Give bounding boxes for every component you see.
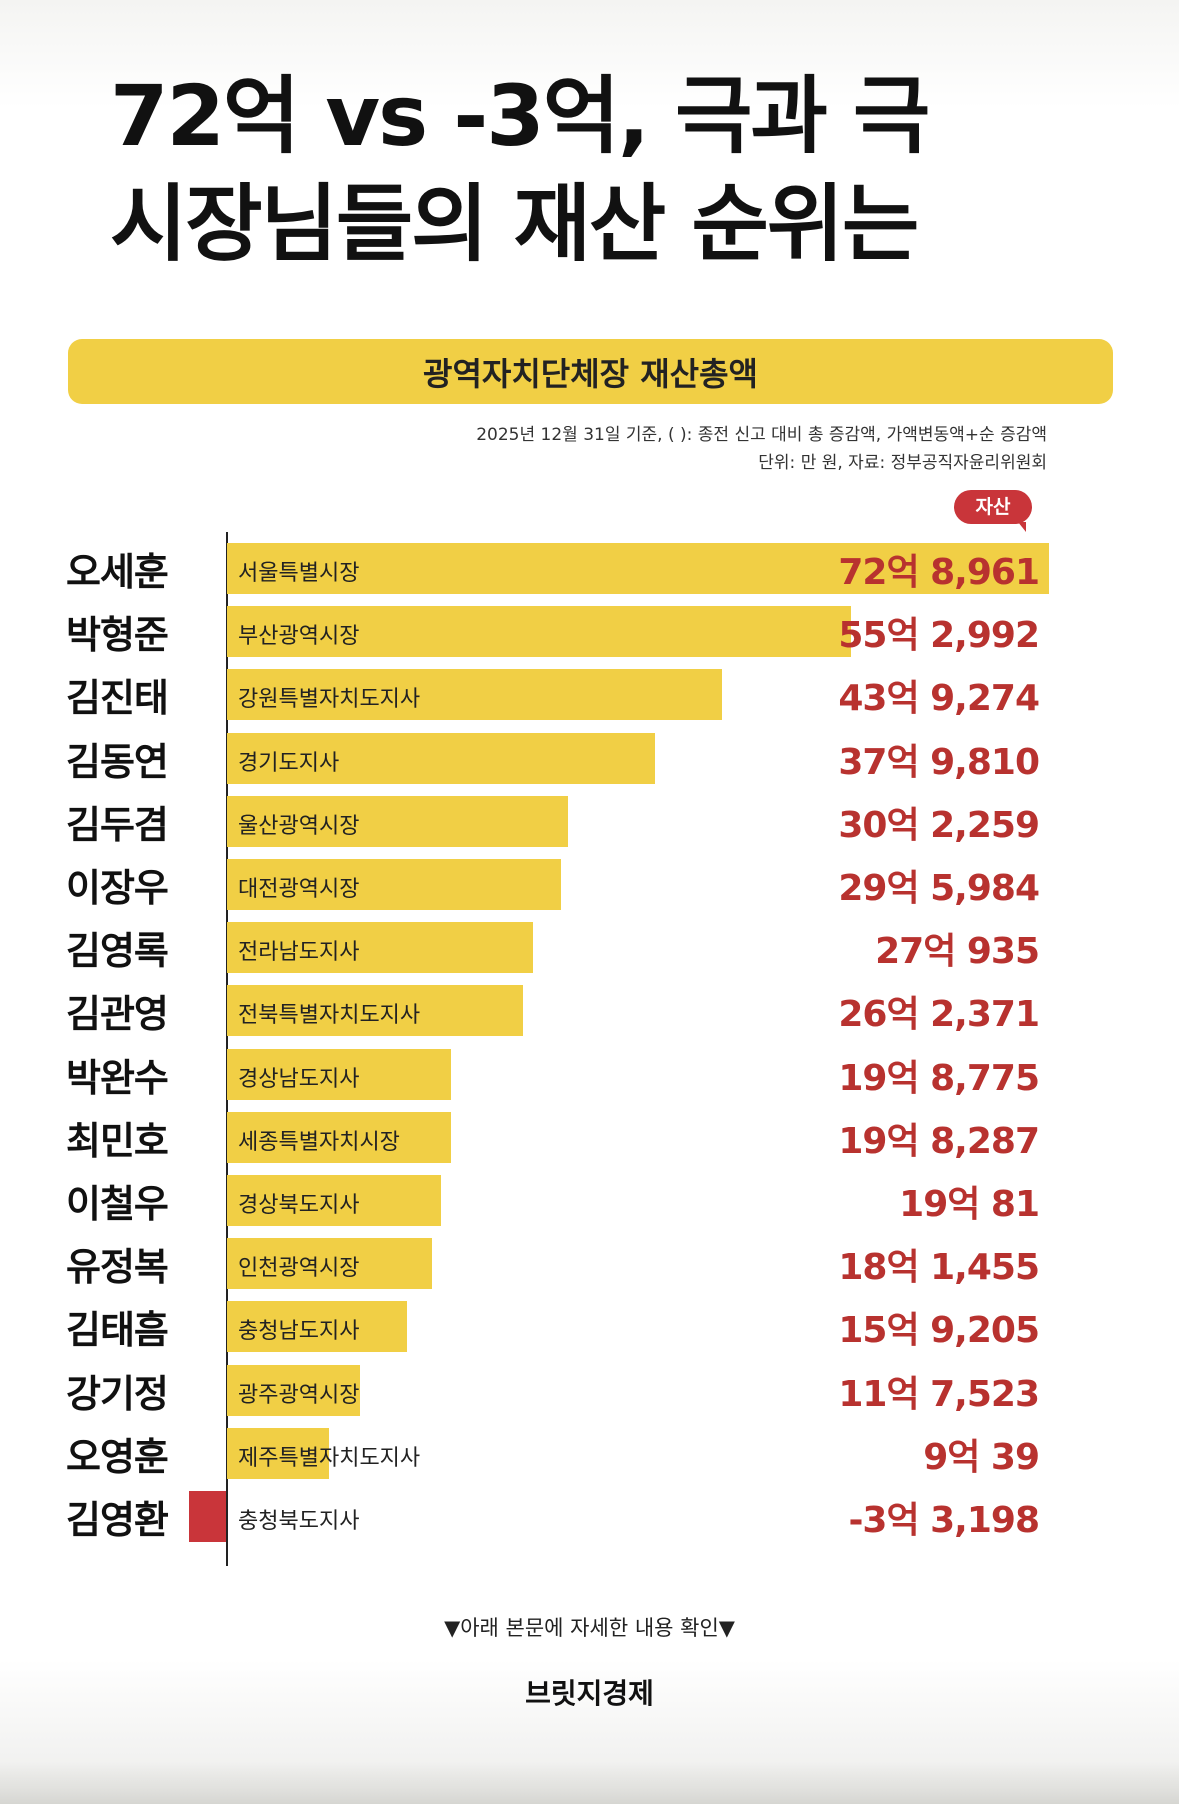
office-title-label: 제주특별자치도지사: [238, 1445, 421, 1471]
asset-value-label: 11억 7,523: [838, 1373, 1040, 1415]
office-title-label: 전북특별자치도지사: [238, 1003, 421, 1029]
asset-value-label: 15억 9,205: [838, 1310, 1040, 1352]
office-title-label: 세종특별자치시장: [238, 1129, 400, 1155]
asset-bar: [227, 1301, 407, 1353]
asset-bar: [227, 922, 533, 974]
office-title-label: 대전광역시장: [238, 877, 360, 902]
official-name-label: 김두겸: [66, 802, 169, 847]
asset-value-label: 43억 9,274: [838, 678, 1040, 720]
asset-value-label: 37억 9,810: [838, 741, 1040, 783]
asset-bar: [227, 985, 523, 1037]
official-name-label: 김관영: [66, 992, 169, 1037]
negative-asset-bar: [188, 1491, 226, 1542]
official-name-label: 오세훈: [66, 550, 169, 594]
brand-logo-text: 브릿지경제: [525, 1677, 654, 1710]
official-name-label: 박형준: [66, 613, 169, 658]
official-name-label: 강기정: [66, 1371, 169, 1416]
official-name-label: 최민호: [66, 1118, 169, 1163]
asset-bar: [227, 1048, 452, 1100]
asset-bar: [227, 1175, 442, 1226]
asset-value-label: 26억 2,371: [838, 994, 1040, 1036]
asset-value-label: 9억 39: [923, 1436, 1040, 1478]
official-name-label: 이장우: [66, 866, 169, 910]
asset-bar: [227, 1364, 360, 1416]
source-note-unit: 단위: 만 원, 자료: 정부공직자윤리위원회: [758, 453, 1047, 473]
chart-row: 이장우 대전광역시장 29억 5,984: [0, 853, 1179, 916]
official-name-label: 김영록: [66, 929, 169, 974]
asset-bar: [227, 606, 851, 658]
asset-bar: [227, 1238, 432, 1290]
office-title-label: 울산광역시장: [238, 813, 360, 839]
chart-row: 김태흠 충청남도지사 15억 9,205: [0, 1295, 1179, 1358]
read-more-cta[interactable]: ▼아래 본문에 자세한 내용 확인▼: [444, 1616, 735, 1640]
chart-row: 오세훈 서울특별시장 72억 8,961: [0, 537, 1179, 600]
chart-row: 박형준 부산광역시장 55억 2,992: [0, 600, 1179, 663]
asset-value-label: 19억 8,775: [838, 1057, 1040, 1099]
office-title-label: 서울특별시장: [238, 561, 360, 586]
asset-bar: [227, 1111, 451, 1163]
chart-row: 강기정 광주광역시장 11억 7,523: [0, 1359, 1179, 1422]
office-title-label: 경상북도지사: [238, 1193, 360, 1218]
chart-row: 김두겸 울산광역시장 30억 2,259: [0, 790, 1179, 853]
chart-row: 김영환 충청북도지사 -3억 3,198: [0, 1485, 1179, 1548]
official-name-label: 김진태: [66, 676, 169, 721]
chart-row: 김관영 전북특별자치도지사 26억 2,371: [0, 979, 1179, 1042]
office-title-label: 부산광역시장: [238, 624, 360, 650]
asset-value-label: 30억 2,259: [838, 804, 1040, 846]
official-name-label: 유정복: [66, 1245, 169, 1290]
office-title-label: 전라남도지사: [238, 940, 360, 966]
office-title-label: 광주광역시장: [238, 1382, 360, 1408]
chart-row: 김진태 강원특별자치도지사 43억 9,274: [0, 663, 1179, 726]
chart-row: 최민호 세종특별자치시장 19억 8,287: [0, 1106, 1179, 1169]
source-note-date: 2025년 12월 31일 기준, ( ): 종전 신고 대비 총 증감액, 가…: [476, 425, 1047, 445]
chart-row: 김영록 전라남도지사 27억 935: [0, 916, 1179, 979]
official-name-label: 오영훈: [66, 1434, 169, 1479]
office-title-label: 충청북도지사: [238, 1509, 360, 1534]
office-title-label: 경상남도지사: [238, 1066, 360, 1092]
office-title-label: 충청남도지사: [238, 1319, 360, 1345]
asset-bar: [227, 859, 561, 910]
asset-bar: [227, 1427, 329, 1479]
official-name-label: 김동연: [66, 739, 169, 784]
office-title-label: 강원특별자치도지사: [238, 687, 421, 713]
asset-value-label: 55억 2,992: [838, 615, 1040, 657]
torn-paper-edge: [0, 1762, 1179, 1804]
asset-value-label: 29억 5,984: [838, 868, 1040, 909]
asset-bar: [227, 732, 656, 784]
asset-value-label: 27억 935: [875, 931, 1040, 973]
official-name-label: 박완수: [66, 1055, 169, 1100]
chart-row: 박완수 경상남도지사 19억 8,775: [0, 1043, 1179, 1106]
asset-value-label: -3억 3,198: [848, 1500, 1040, 1541]
chart-row: 김동연 경기도지사 37억 9,810: [0, 727, 1179, 790]
asset-legend-tag: 자산: [954, 490, 1032, 532]
official-name-label: 김태흠: [66, 1308, 169, 1353]
official-name-label: 김영환: [66, 1498, 169, 1542]
headline-line-2: 시장님들의 재산 순위는: [110, 175, 919, 273]
asset-value-label: 19억 81: [899, 1184, 1040, 1225]
asset-bar: [227, 795, 568, 847]
asset-value-label: 18억 1,455: [838, 1247, 1040, 1289]
asset-bar: [227, 669, 723, 721]
office-title-label: 인천광역시장: [238, 1256, 360, 1282]
chart-row: 이철우 경상북도지사 19억 81: [0, 1169, 1179, 1232]
chart-row: 오영훈 제주특별자치도지사 9억 39: [0, 1422, 1179, 1485]
office-title-label: 경기도지사: [238, 750, 340, 776]
asset-value-label: 19억 8,287: [838, 1120, 1040, 1162]
chart-row: 유정복 인천광역시장 18억 1,455: [0, 1232, 1179, 1295]
chart-banner: 광역자치단체장 재산총액: [68, 339, 1113, 404]
headline-line-1: 72억 vs -3억, 극과 극: [110, 67, 930, 165]
headline: 72억 vs -3억, 극과 극 시장님들의 재산 순위는: [110, 62, 1110, 278]
asset-bar: [227, 543, 1049, 594]
asset-value-label: 72억 8,961: [838, 552, 1040, 593]
official-name-label: 이철우: [66, 1182, 169, 1226]
